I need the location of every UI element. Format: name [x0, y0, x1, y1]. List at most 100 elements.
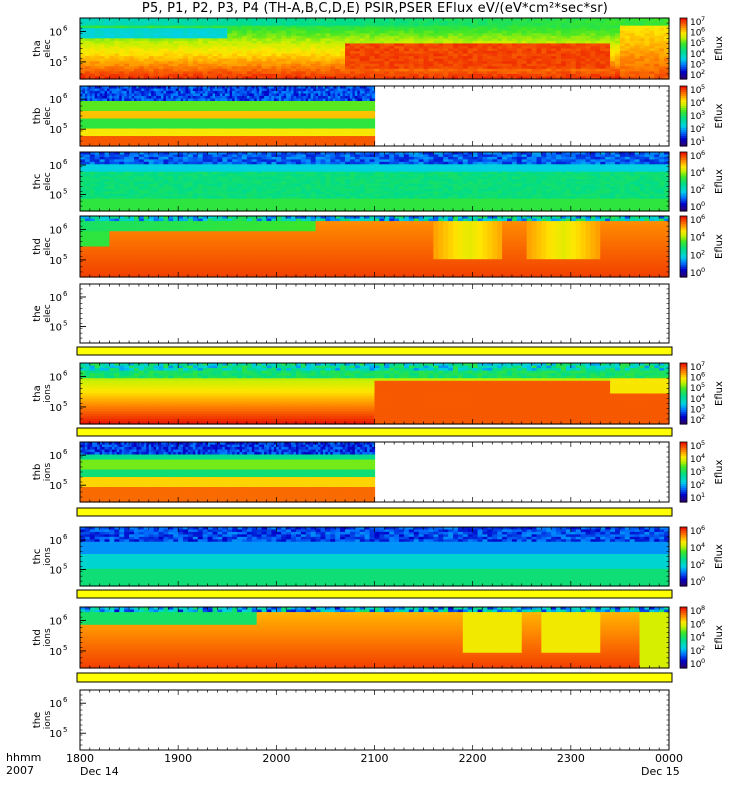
heatmap-cell — [266, 68, 273, 72]
heatmap-cell — [389, 58, 395, 62]
heatmap-cell — [335, 63, 341, 67]
heatmap-cell — [212, 56, 219, 60]
heatmap-cell — [340, 45, 346, 50]
heatmap-cell — [168, 53, 174, 57]
heatmap-cell — [163, 56, 169, 60]
heatmap-cell — [173, 30, 179, 34]
heatmap-cell — [276, 40, 282, 45]
heatmap-cell — [192, 40, 199, 45]
heatmap-cell — [80, 33, 86, 37]
heatmap-cell — [237, 30, 243, 34]
heatmap-cell — [453, 23, 459, 27]
heatmap-cell — [291, 53, 297, 57]
heatmap-cell — [251, 18, 258, 22]
heatmap-cell — [433, 73, 439, 78]
heatmap-cell — [109, 61, 115, 65]
heatmap-cell — [399, 23, 405, 27]
heatmap-cell — [178, 66, 184, 70]
heatmap-cell — [232, 58, 238, 62]
heatmap-cell — [222, 68, 228, 72]
heatmap-cell — [315, 58, 322, 62]
heatmap-cell — [340, 53, 346, 57]
heatmap-cell — [482, 38, 488, 42]
heatmap-cell — [453, 58, 459, 62]
heatmap-cell — [138, 76, 145, 80]
heatmap-cell — [443, 25, 449, 29]
heatmap-cell — [418, 68, 425, 72]
heatmap-cell — [202, 63, 209, 67]
heatmap-cell — [271, 61, 277, 65]
heatmap-cell — [433, 63, 439, 67]
heatmap-cell — [129, 38, 135, 42]
heatmap-cell — [418, 18, 425, 22]
heatmap-cell — [438, 18, 444, 22]
heatmap-cell — [502, 76, 508, 80]
heatmap-cell — [124, 73, 130, 78]
heatmap-cell — [261, 43, 268, 47]
heatmap-cell — [114, 48, 120, 52]
heatmap-cell — [502, 25, 508, 29]
heatmap-cell — [163, 63, 169, 67]
heatmap-cell — [281, 45, 287, 50]
heatmap-cell — [153, 43, 160, 47]
heatmap-cell — [119, 38, 125, 42]
heatmap-cell — [133, 28, 140, 32]
heatmap-cell — [502, 23, 508, 27]
heatmap-cell — [212, 40, 219, 45]
heatmap-cell — [467, 51, 474, 55]
heatmap-cell — [482, 66, 488, 70]
heatmap-cell — [394, 68, 400, 72]
heatmap-cell — [369, 45, 376, 50]
heatmap-cell — [374, 66, 381, 70]
heatmap-cell — [408, 58, 415, 62]
heatmap-cell — [237, 51, 243, 55]
heatmap-cell — [394, 18, 400, 22]
heatmap-cell — [389, 45, 395, 50]
heatmap-cell — [256, 76, 263, 80]
heatmap-cell — [502, 43, 508, 47]
heatmap-cell — [325, 33, 331, 37]
heatmap-cell — [359, 35, 366, 39]
heatmap-cell — [345, 66, 351, 70]
heatmap-cell — [320, 38, 327, 42]
heatmap-cell — [202, 53, 209, 57]
heatmap-cell — [286, 51, 292, 55]
heatmap-cell — [286, 73, 292, 78]
heatmap-cell — [207, 66, 214, 70]
heatmap-cell — [178, 33, 184, 37]
heatmap-cell — [266, 53, 273, 57]
heatmap-cell — [511, 58, 518, 62]
heatmap-cell — [99, 71, 106, 75]
heatmap-cell — [129, 76, 135, 80]
heatmap-cell — [384, 66, 390, 70]
heatmap-cell — [433, 25, 439, 29]
heatmap-cell — [295, 61, 302, 65]
heatmap-cell — [84, 40, 91, 45]
heatmap-cell — [423, 45, 430, 50]
heatmap-cell — [399, 66, 405, 70]
heatmap-cell — [148, 28, 155, 32]
heatmap-cell — [487, 40, 493, 45]
heatmap-cell — [492, 73, 498, 78]
heatmap-cell — [178, 48, 184, 52]
heatmap-cell — [364, 40, 371, 45]
heatmap-cell — [408, 20, 415, 24]
heatmap-cell — [315, 45, 322, 50]
heatmap-cell — [340, 20, 346, 24]
heatmap-cell — [99, 66, 106, 70]
heatmap-cell — [325, 53, 331, 57]
heatmap-cell — [389, 40, 395, 45]
heatmap-cell — [310, 38, 317, 42]
heatmap-cell — [232, 53, 238, 57]
heatmap-cell — [354, 68, 361, 72]
heatmap-cell — [207, 68, 214, 72]
heatmap-cell — [438, 33, 444, 37]
heatmap-cell — [114, 63, 120, 67]
heatmap-cell — [217, 66, 223, 70]
heatmap-cell — [207, 23, 214, 27]
heatmap-cell — [266, 48, 273, 52]
heatmap-cell — [94, 35, 101, 39]
heatmap-cell — [94, 43, 101, 47]
heatmap-cell — [256, 20, 263, 24]
heatmap-cell — [399, 35, 405, 39]
